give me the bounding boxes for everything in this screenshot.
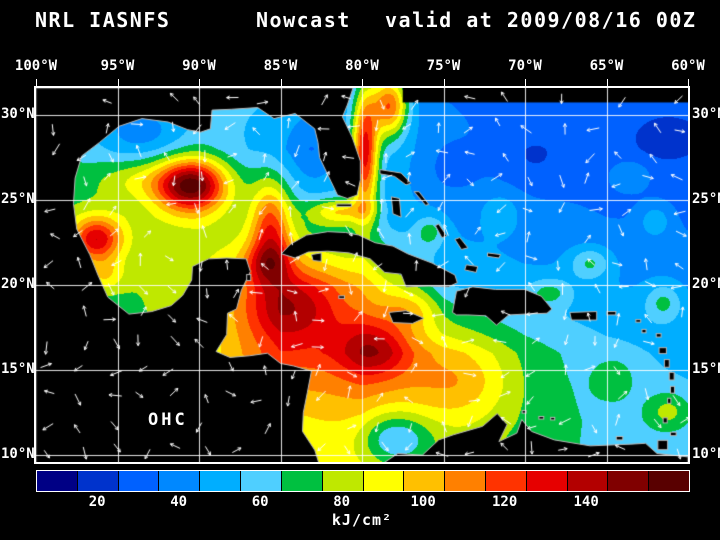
title-valid: valid at 2009/08/16 00Z (385, 8, 697, 32)
lon-tickmark (443, 79, 445, 86)
colorbar-segment (648, 471, 689, 491)
lon-tick-label: 100°W (14, 58, 58, 74)
colorbar-tick-label: 60 (251, 494, 269, 510)
colorbar-unit: kJ/cm² (331, 511, 393, 529)
lat-tick-label-left: 15°N (1, 361, 35, 378)
colorbar-segment (403, 471, 445, 491)
lon-tickmark (280, 79, 282, 86)
colorbar-segment (566, 471, 608, 491)
colorbar-segment (321, 471, 363, 491)
colorbar-segment (280, 471, 322, 491)
colorbar (36, 470, 690, 492)
lon-tick-label: 60°W (671, 58, 705, 74)
lon-tick-label: 85°W (263, 58, 298, 74)
lat-tick-label-right: 10°N (692, 446, 720, 463)
lon-tick-label: 95°W (100, 58, 135, 74)
lat-tick-label-right: 20°N (692, 276, 720, 293)
colorbar-segment (484, 471, 526, 491)
colorbar-tick-label: 120 (491, 494, 518, 510)
colorbar-tick-label: 20 (88, 494, 106, 510)
lat-tick-label-left: 20°N (1, 276, 35, 293)
colorbar-tick-label: 80 (333, 494, 351, 510)
title-model: NRL IASNFS (35, 8, 171, 32)
colorbar-segment (240, 471, 281, 491)
colorbar-ticks: 20 40 60 80 100 120 140 (36, 494, 688, 510)
lon-tickmark (688, 79, 689, 86)
colorbar-tick-label: 40 (170, 494, 188, 510)
lat-tick-label-right: 25°N (692, 191, 720, 208)
colorbar-segment (158, 471, 200, 491)
lat-tick-label-left: 10°N (1, 446, 35, 463)
lon-tick-label: 70°W (508, 58, 542, 74)
map-frame: OHC (34, 86, 690, 464)
lat-tick-label-right: 30°N (692, 106, 720, 123)
lon-tick-label: 80°W (345, 58, 379, 74)
ohc-heatmap-canvas (36, 88, 688, 462)
lon-tick-label: 75°W (426, 58, 461, 74)
lon-tick-label: 65°W (589, 58, 624, 74)
colorbar-segment (607, 471, 649, 491)
lon-tickmark (525, 79, 526, 86)
lon-tickmark (362, 79, 363, 86)
lat-tick-label-right: 15°N (692, 361, 720, 378)
lat-tick-label-left: 25°N (1, 191, 35, 208)
colorbar-segment (76, 471, 118, 491)
lat-tick-label-left: 30°N (1, 106, 35, 123)
lon-tickmark (199, 79, 200, 86)
colorbar-segment (199, 471, 241, 491)
colorbar-segment (525, 471, 567, 491)
colorbar-segment (444, 471, 485, 491)
colorbar-segment (117, 471, 159, 491)
lon-tickmark (606, 79, 608, 86)
colorbar-tick-label: 140 (573, 494, 599, 510)
lon-tickmark (117, 79, 119, 86)
title-product: Nowcast (256, 8, 351, 32)
colorbar-tick-label: 100 (410, 494, 436, 510)
colorbar-segment (37, 471, 77, 491)
colorbar-segment (362, 471, 404, 491)
lon-tickmark (36, 79, 37, 86)
field-label: OHC (148, 410, 188, 430)
lon-tick-label: 90°W (182, 58, 216, 74)
